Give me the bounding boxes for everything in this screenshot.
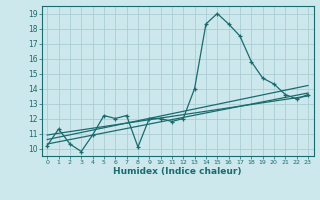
X-axis label: Humidex (Indice chaleur): Humidex (Indice chaleur): [113, 167, 242, 176]
